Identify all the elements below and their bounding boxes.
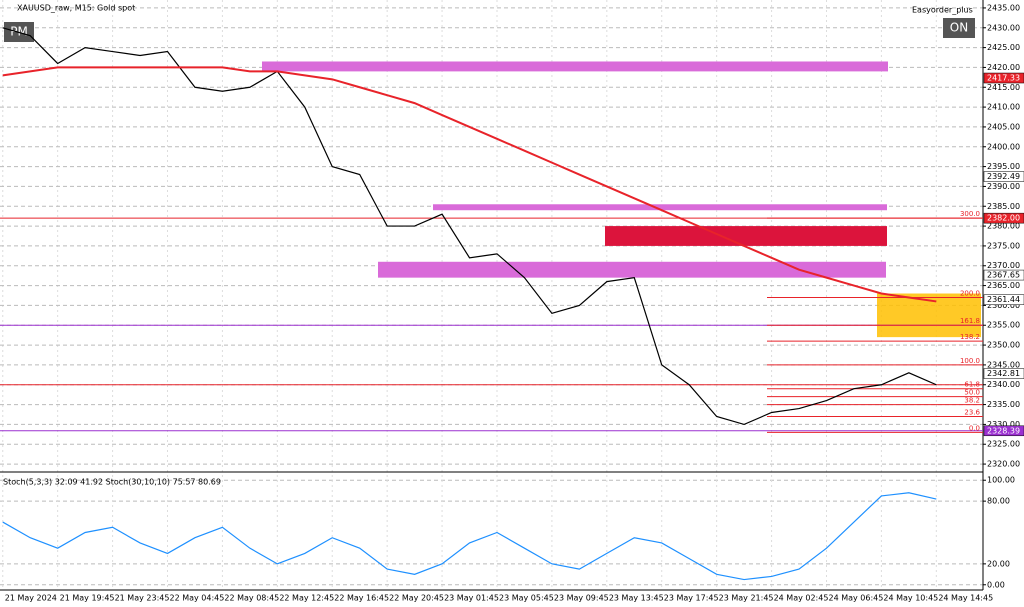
y-tick-label: 2420.00 xyxy=(987,63,1020,72)
y-tick-label: 2430.00 xyxy=(987,23,1020,32)
price-zone xyxy=(605,226,887,246)
price-zone xyxy=(433,204,887,211)
y-tick-label: 2365.00 xyxy=(987,281,1020,290)
expert-name: Easyorder_plus xyxy=(912,6,973,15)
y-tick-label: 2410.00 xyxy=(987,103,1020,112)
y-tick-label: 80.00 xyxy=(987,497,1010,506)
fib-label: 100.0 xyxy=(960,357,980,365)
price-label-box xyxy=(983,72,1024,84)
y-tick-label: 2340.00 xyxy=(987,380,1020,389)
y-tick-label: 2395.00 xyxy=(987,162,1020,171)
series-line xyxy=(2,66,937,303)
y-tick-label: 2335.00 xyxy=(987,400,1020,409)
price-label: 2361.44 xyxy=(987,295,1020,304)
x-tick-label: 21 May 23:45 xyxy=(115,594,170,603)
price-label: 2392.49 xyxy=(987,172,1020,181)
y-tick-label: 2400.00 xyxy=(987,142,1020,151)
y-tick-label: 2380.00 xyxy=(987,222,1020,231)
x-tick-label: 22 May 08:45 xyxy=(224,594,279,603)
y-tick-label: 0.00 xyxy=(987,580,1005,589)
y-tick-label: 2435.00 xyxy=(987,3,1020,12)
price-label-box xyxy=(983,171,1024,182)
on-button-label[interactable]: ON xyxy=(950,21,968,35)
x-tick-label: 24 May 10:45 xyxy=(883,594,938,603)
x-tick-label: 23 May 13:45 xyxy=(609,594,664,603)
y-tick-label: 2345.00 xyxy=(987,360,1020,369)
price-label-box xyxy=(983,294,1024,305)
price-label-box xyxy=(983,368,1024,379)
x-tick-label: 23 May 21:45 xyxy=(719,594,774,603)
price-label: 2382.00 xyxy=(987,214,1020,223)
price-label-box xyxy=(983,212,1024,224)
price-label: 2367.65 xyxy=(987,271,1020,280)
y-tick-label: 2325.00 xyxy=(987,440,1020,449)
x-tick-label: 22 May 04:45 xyxy=(169,594,224,603)
y-tick-label: 2425.00 xyxy=(987,43,1020,52)
stoch-title: Stoch(5,3,3) 32.09 41.92 Stoch(30,10,10)… xyxy=(3,478,221,487)
price-label-box xyxy=(983,269,1024,281)
fib-label: 138.2 xyxy=(960,333,980,341)
price-zone xyxy=(378,261,886,278)
y-tick-label: 2405.00 xyxy=(987,122,1020,131)
fib-label: 300.0 xyxy=(960,210,980,218)
x-tick-label: 23 May 01:45 xyxy=(444,594,499,603)
on-button[interactable] xyxy=(943,18,975,38)
fib-label: 23.6 xyxy=(964,408,980,416)
x-tick-label: 22 May 12:45 xyxy=(279,594,334,603)
y-tick-label: 2350.00 xyxy=(987,341,1020,350)
fib-label: 38.2 xyxy=(964,397,980,405)
y-tick-label: 2330.00 xyxy=(987,420,1020,429)
price-label: 2342.81 xyxy=(987,369,1020,378)
x-tick-label: 24 May 14:45 xyxy=(938,594,993,603)
x-tick-label: 23 May 17:45 xyxy=(664,594,719,603)
fib-label: 61.8 xyxy=(964,381,980,389)
y-tick-label: 2385.00 xyxy=(987,202,1020,211)
x-tick-label: 24 May 02:45 xyxy=(774,594,829,603)
x-tick-label: 22 May 20:45 xyxy=(389,594,444,603)
pm-button-label[interactable]: PM xyxy=(10,25,28,39)
y-tick-label: 2320.00 xyxy=(987,460,1020,469)
fib-label: 50.0 xyxy=(964,389,980,397)
series-line xyxy=(2,27,937,426)
x-tick-label: 23 May 09:45 xyxy=(554,594,609,603)
y-tick-label: 100.00 xyxy=(987,476,1015,485)
x-tick-label: 24 May 06:45 xyxy=(828,594,883,603)
y-tick-label: 20.00 xyxy=(987,559,1010,568)
fib-label: 200.0 xyxy=(960,289,980,297)
x-tick-label: 22 May 16:45 xyxy=(334,594,389,603)
y-tick-label: 2415.00 xyxy=(987,83,1020,92)
symbol-title: XAUUSD_raw, M15: Gold spot xyxy=(17,4,135,13)
series-line xyxy=(2,492,937,581)
price-label: 2328.39 xyxy=(987,426,1020,435)
price-label: 2417.33 xyxy=(987,74,1020,83)
x-tick-label: 21 May 2024 xyxy=(5,594,57,603)
fib-label: 0.0 xyxy=(969,424,980,432)
y-tick-label: 2370.00 xyxy=(987,261,1020,270)
price-label-box xyxy=(983,425,1024,437)
x-tick-label: 23 May 05:45 xyxy=(499,594,554,603)
fib-label: 161.8 xyxy=(960,317,980,325)
y-tick-label: 2355.00 xyxy=(987,321,1020,330)
y-tick-label: 2390.00 xyxy=(987,182,1020,191)
y-tick-label: 2375.00 xyxy=(987,241,1020,250)
price-zone xyxy=(262,61,888,72)
y-tick-label: 2360.00 xyxy=(987,301,1020,310)
x-tick-label: 21 May 19:45 xyxy=(60,594,115,603)
